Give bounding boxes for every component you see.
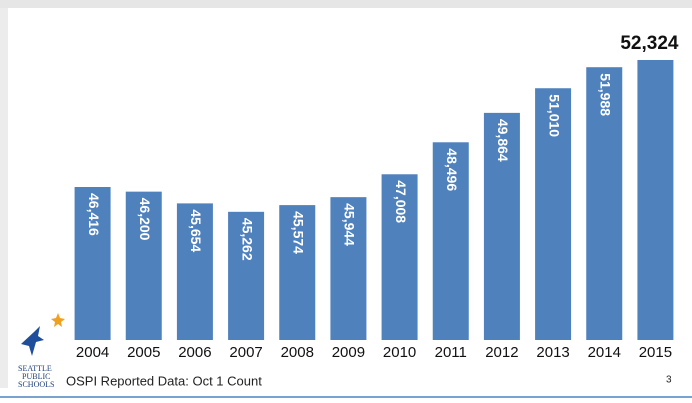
bar: [330, 197, 367, 340]
x-tick-label: 2015: [639, 344, 672, 361]
value-label: 47,008: [393, 180, 409, 223]
logo-text: PUBLIC: [22, 372, 50, 381]
x-tick-label: 2011: [435, 344, 467, 361]
x-tick-label: 2009: [332, 344, 365, 361]
x-tick-label: 2010: [383, 344, 416, 361]
bar: [535, 88, 572, 340]
value-label: 45,944: [342, 203, 358, 246]
value-label: 51,988: [598, 73, 614, 116]
page-number: 3: [666, 375, 672, 386]
bar: [125, 191, 162, 340]
x-tick-label: 2014: [588, 344, 621, 361]
bar: [483, 112, 520, 341]
source-note: OSPI Reported Data: Oct 1 Count: [66, 373, 262, 388]
value-label: 45,262: [239, 218, 255, 261]
x-tick-label: 2012: [485, 344, 518, 361]
bar: [228, 211, 265, 340]
value-label: 49,864: [495, 119, 511, 162]
bar: [74, 187, 111, 340]
logo-text: SCHOOLS: [18, 380, 54, 389]
top-strip: [0, 0, 692, 8]
x-tick-label: 2006: [178, 344, 211, 361]
x-tick-label: 2013: [536, 344, 569, 361]
logo-figure: [21, 326, 44, 356]
value-label: 45,654: [188, 209, 204, 252]
bar: [279, 205, 316, 340]
x-tick-label: 2007: [229, 344, 262, 361]
bar: [381, 174, 418, 340]
bar: [637, 59, 674, 340]
value-label: 46,416: [86, 193, 102, 236]
value-label: 52,324: [620, 33, 679, 54]
logo-text: SEATTLE: [18, 364, 52, 373]
left-strip: [0, 8, 8, 388]
logo-star: [51, 313, 65, 327]
value-label: 48,496: [444, 148, 460, 191]
value-label: 51,010: [546, 94, 562, 137]
bar: [586, 67, 623, 340]
value-label: 45,574: [291, 211, 307, 254]
x-tick-label: 2008: [281, 344, 314, 361]
bar: [432, 142, 469, 340]
x-tick-label: 2005: [127, 344, 160, 361]
x-tick-label: 2004: [76, 344, 109, 361]
bar: [176, 203, 213, 340]
logo: SEATTLE PUBLIC SCHOOLS: [18, 313, 65, 389]
value-label: 46,200: [137, 198, 153, 241]
